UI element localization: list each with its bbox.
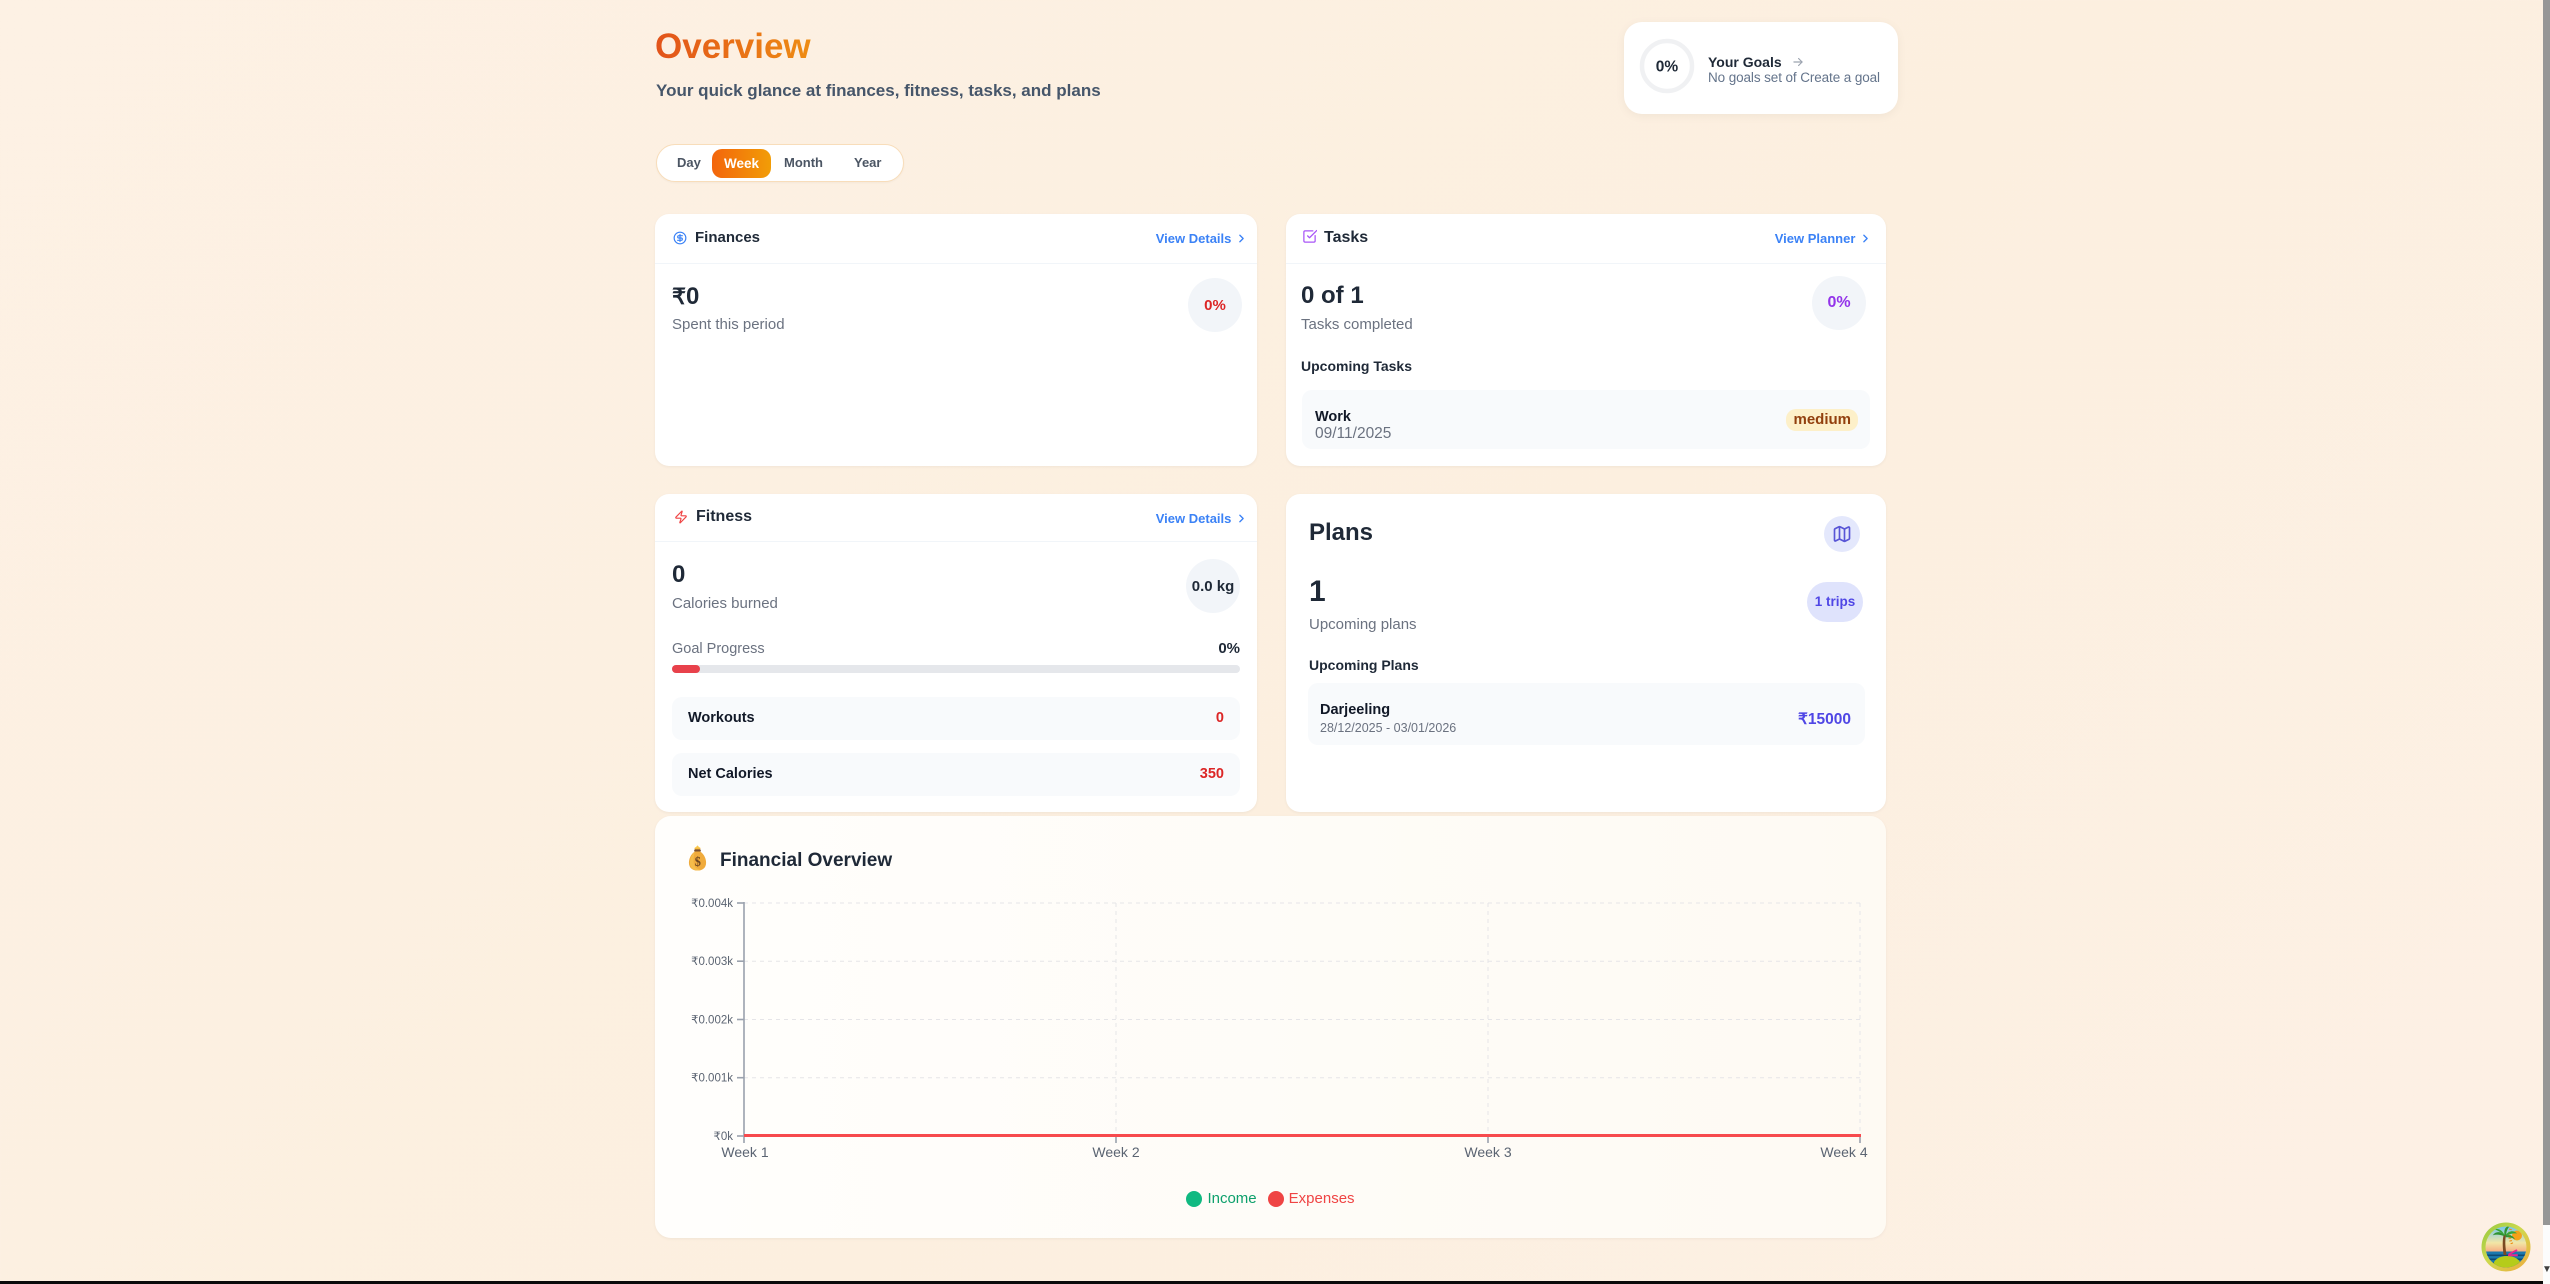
svg-text:₹0k: ₹0k xyxy=(714,1131,734,1143)
svg-text:₹0.003k: ₹0.003k xyxy=(691,956,733,968)
svg-text:Week 2: Week 2 xyxy=(1092,1144,1139,1160)
svg-text:Week 1: Week 1 xyxy=(721,1144,768,1160)
svg-text:₹0.004k: ₹0.004k xyxy=(691,898,733,910)
svg-text:₹0.002k: ₹0.002k xyxy=(691,1015,733,1027)
svg-text:₹0.001k: ₹0.001k xyxy=(691,1073,733,1085)
svg-text:0%: 0% xyxy=(1656,59,1679,76)
svg-text:Week 3: Week 3 xyxy=(1464,1144,1511,1160)
svg-text:$: $ xyxy=(695,855,702,870)
svg-text:Week 4: Week 4 xyxy=(1820,1144,1867,1160)
